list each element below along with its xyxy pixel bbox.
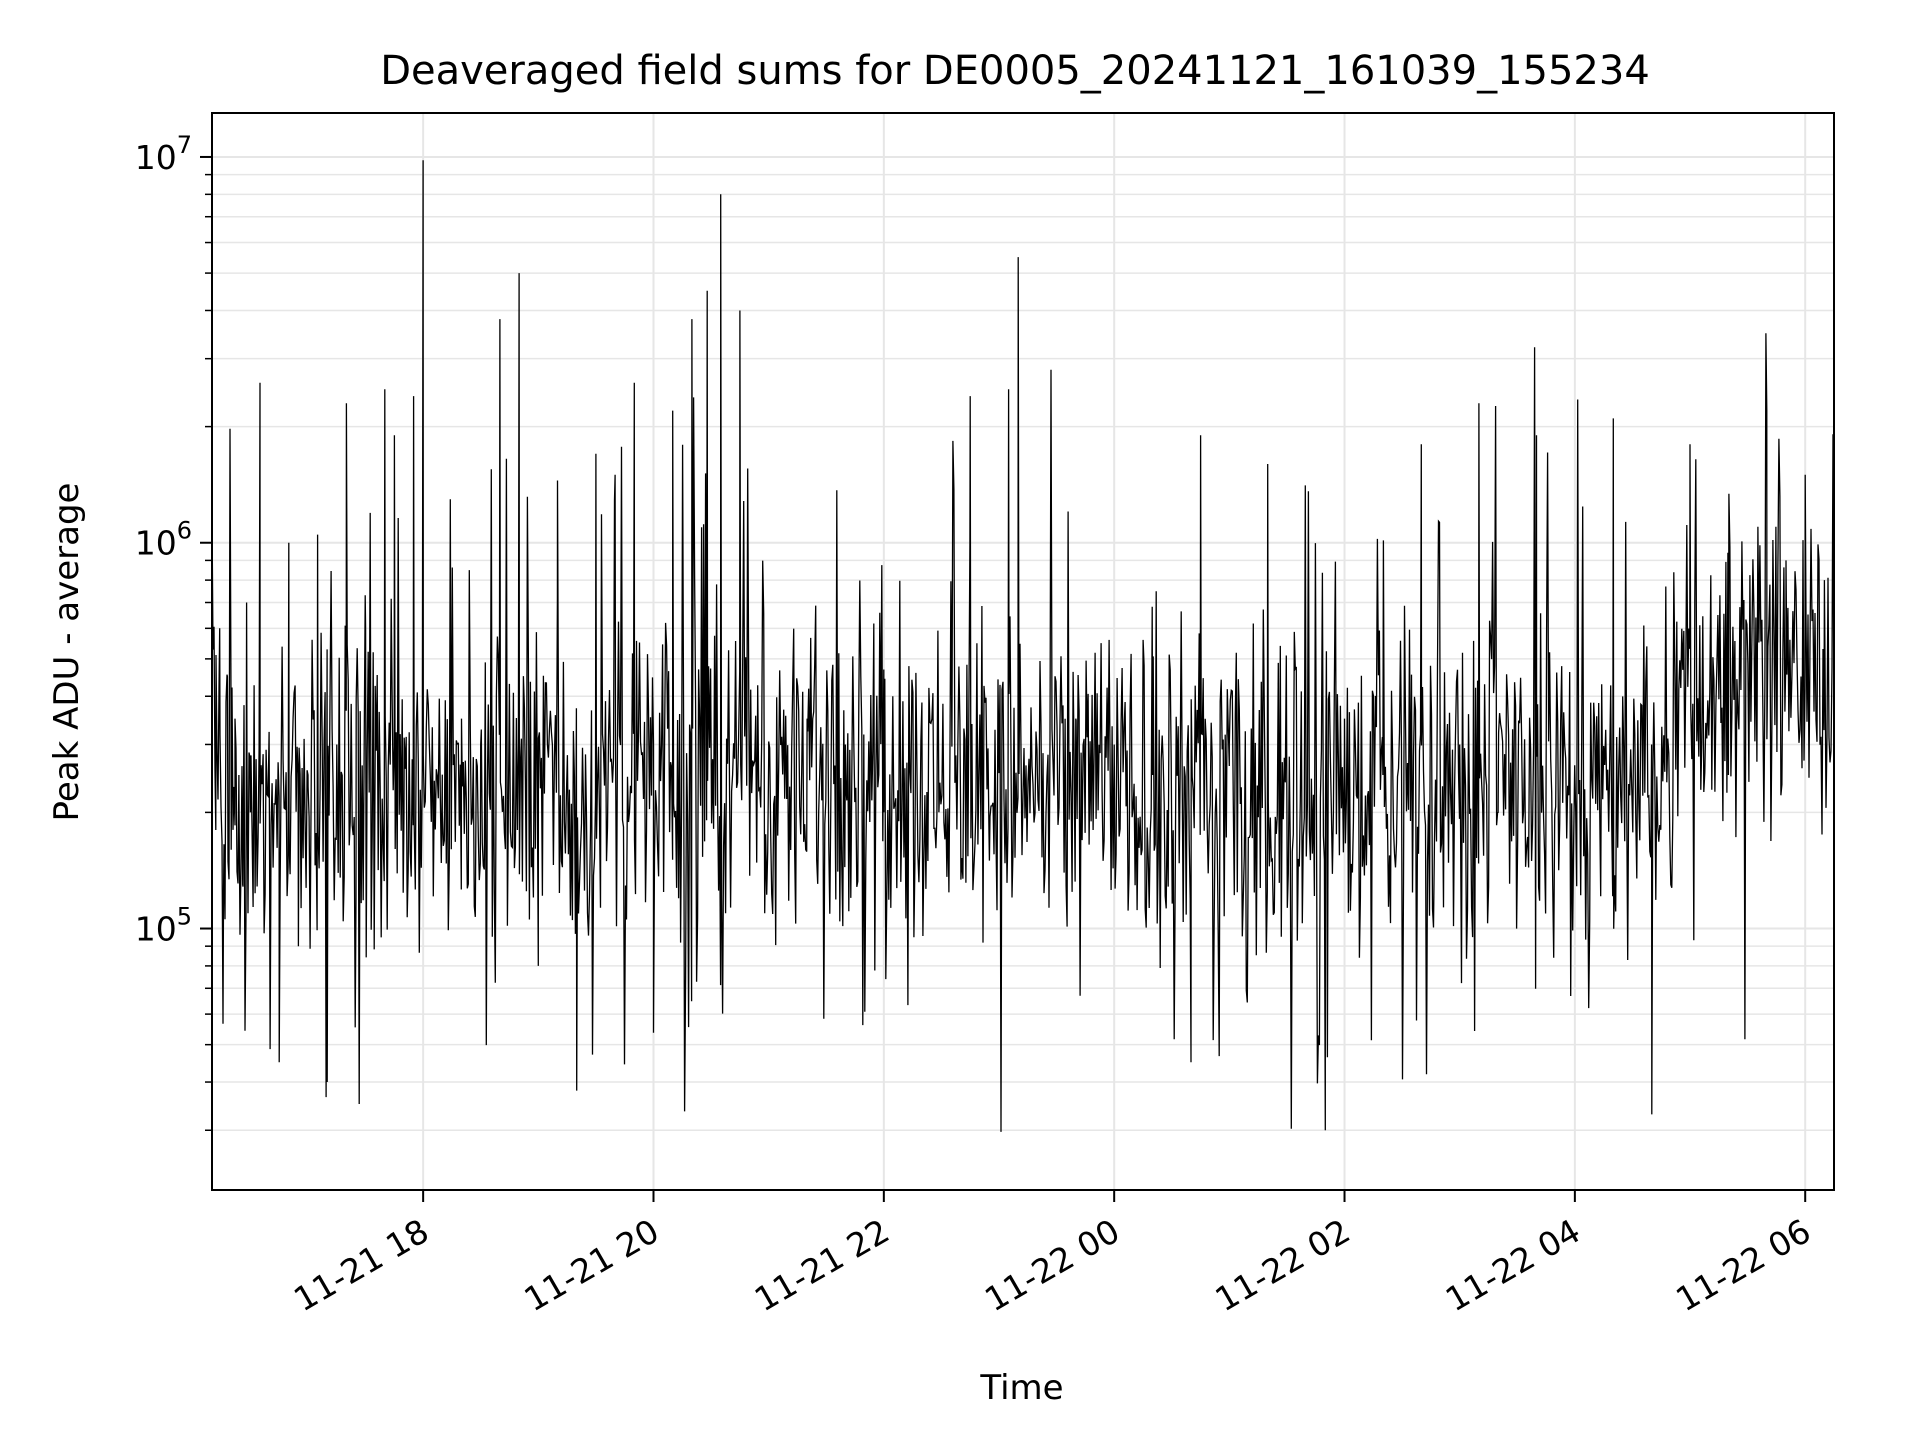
- y-tick-label: 105: [135, 903, 192, 949]
- y-tick-base: 10: [135, 138, 177, 177]
- y-tick-exponent: 5: [177, 903, 192, 931]
- x-axis-label: Time: [979, 1368, 1063, 1408]
- y-axis-label: Peak ADU - average: [47, 483, 87, 822]
- y-tick-base: 10: [135, 910, 177, 949]
- y-tick-label: 106: [135, 517, 192, 563]
- y-tick-exponent: 7: [177, 131, 192, 159]
- y-tick-label: 107: [135, 131, 192, 177]
- plot-frame: [211, 112, 1835, 1191]
- chart-title: Deaveraged field sums for DE0005_2024112…: [380, 48, 1650, 94]
- y-tick-base: 10: [135, 524, 177, 563]
- data-line-layer: [211, 160, 1835, 1132]
- y-tick-exponent: 6: [177, 517, 192, 545]
- series-line: [211, 160, 1835, 1132]
